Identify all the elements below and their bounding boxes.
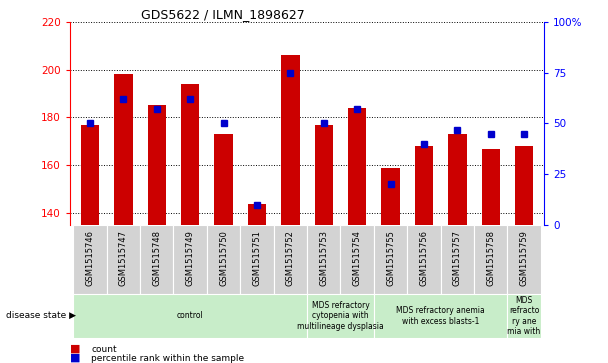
- Bar: [148, 106, 166, 225]
- Bar: [106, 225, 140, 294]
- Text: GSM1515756: GSM1515756: [420, 230, 429, 286]
- Text: MDS refractory
cytopenia with
multilineage dysplasia: MDS refractory cytopenia with multilinea…: [297, 301, 384, 331]
- Bar: [73, 225, 106, 294]
- Bar: [181, 84, 199, 225]
- Bar: [508, 294, 541, 338]
- Text: GSM1515759: GSM1515759: [520, 230, 528, 286]
- Bar: [515, 146, 533, 225]
- Text: GSM1515753: GSM1515753: [319, 230, 328, 286]
- Bar: [215, 134, 233, 225]
- Text: GSM1515752: GSM1515752: [286, 230, 295, 286]
- Bar: [415, 146, 433, 225]
- Bar: [348, 108, 367, 225]
- Bar: [340, 225, 374, 294]
- Text: ■: ■: [70, 344, 80, 354]
- Text: count: count: [91, 345, 117, 354]
- Bar: [448, 134, 466, 225]
- Bar: [173, 225, 207, 294]
- Bar: [374, 225, 407, 294]
- Text: GSM1515748: GSM1515748: [152, 230, 161, 286]
- Text: GSM1515757: GSM1515757: [453, 230, 462, 286]
- Text: GSM1515755: GSM1515755: [386, 230, 395, 286]
- Text: GSM1515749: GSM1515749: [185, 230, 195, 286]
- Text: MDS refractory anemia
with excess blasts-1: MDS refractory anemia with excess blasts…: [396, 306, 485, 326]
- Bar: [307, 225, 340, 294]
- Bar: [508, 225, 541, 294]
- Bar: [73, 294, 307, 338]
- Text: ■: ■: [70, 353, 80, 363]
- Bar: [240, 225, 274, 294]
- Bar: [207, 225, 240, 294]
- Bar: [374, 294, 508, 338]
- Bar: [407, 225, 441, 294]
- Bar: [281, 55, 300, 225]
- Bar: [81, 125, 99, 225]
- Text: GDS5622 / ILMN_1898627: GDS5622 / ILMN_1898627: [141, 8, 305, 21]
- Text: GSM1515750: GSM1515750: [219, 230, 228, 286]
- Text: control: control: [177, 311, 204, 320]
- Text: GSM1515746: GSM1515746: [86, 230, 94, 286]
- Bar: [482, 148, 500, 225]
- Bar: [381, 168, 399, 225]
- Text: disease state ▶: disease state ▶: [6, 311, 76, 320]
- Bar: [441, 225, 474, 294]
- Text: GSM1515747: GSM1515747: [119, 230, 128, 286]
- Bar: [140, 225, 173, 294]
- Bar: [314, 125, 333, 225]
- Text: MDS
refracto
ry ane
mia with: MDS refracto ry ane mia with: [508, 296, 541, 336]
- Bar: [474, 225, 508, 294]
- Text: GSM1515751: GSM1515751: [252, 230, 261, 286]
- Text: GSM1515758: GSM1515758: [486, 230, 496, 286]
- Bar: [307, 294, 374, 338]
- Text: percentile rank within the sample: percentile rank within the sample: [91, 354, 244, 363]
- Bar: [274, 225, 307, 294]
- Bar: [114, 74, 133, 225]
- Text: GSM1515754: GSM1515754: [353, 230, 362, 286]
- Bar: [248, 204, 266, 225]
